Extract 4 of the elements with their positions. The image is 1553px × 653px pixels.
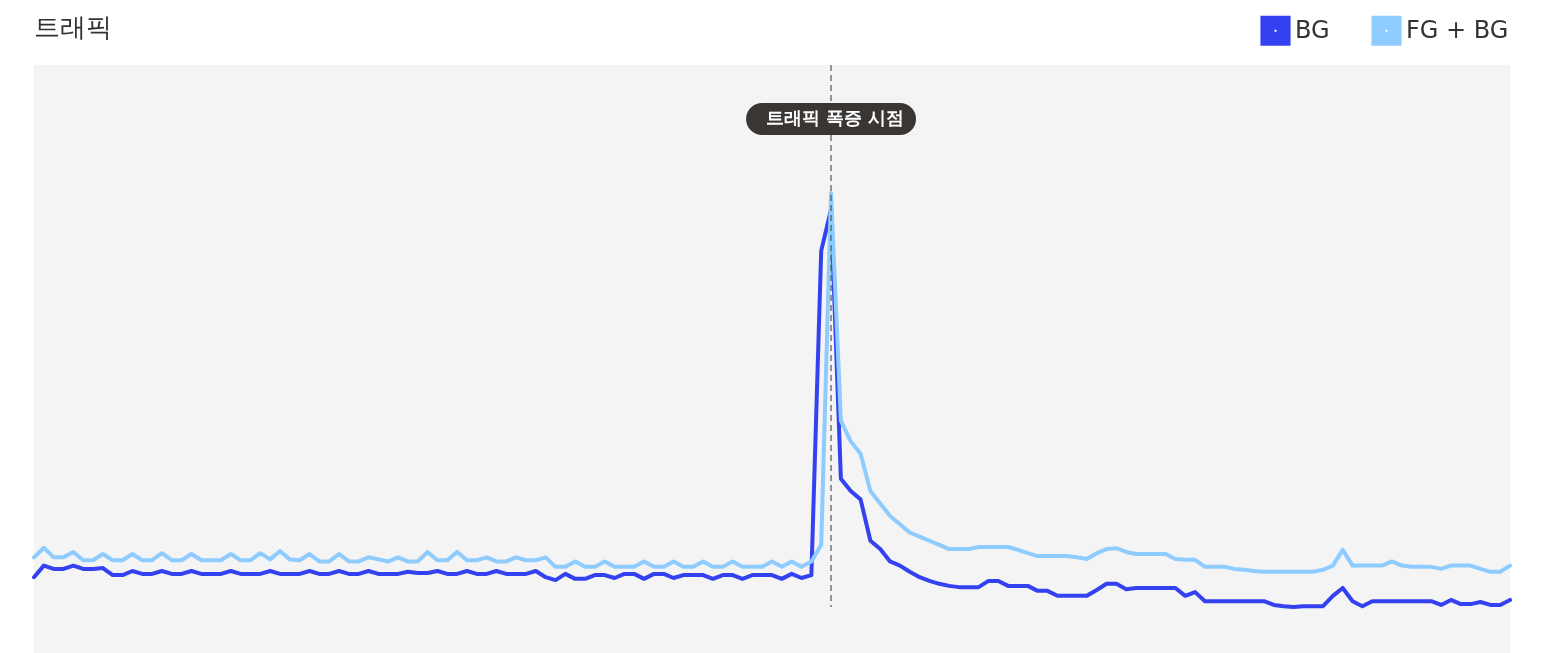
legend-label: BG bbox=[1295, 15, 1330, 44]
text: 트래픽 폭증 시점 bbox=[765, 107, 905, 128]
chart-title: 트래픽 bbox=[34, 12, 112, 42]
legend-label: FG + BG bbox=[1406, 15, 1509, 44]
